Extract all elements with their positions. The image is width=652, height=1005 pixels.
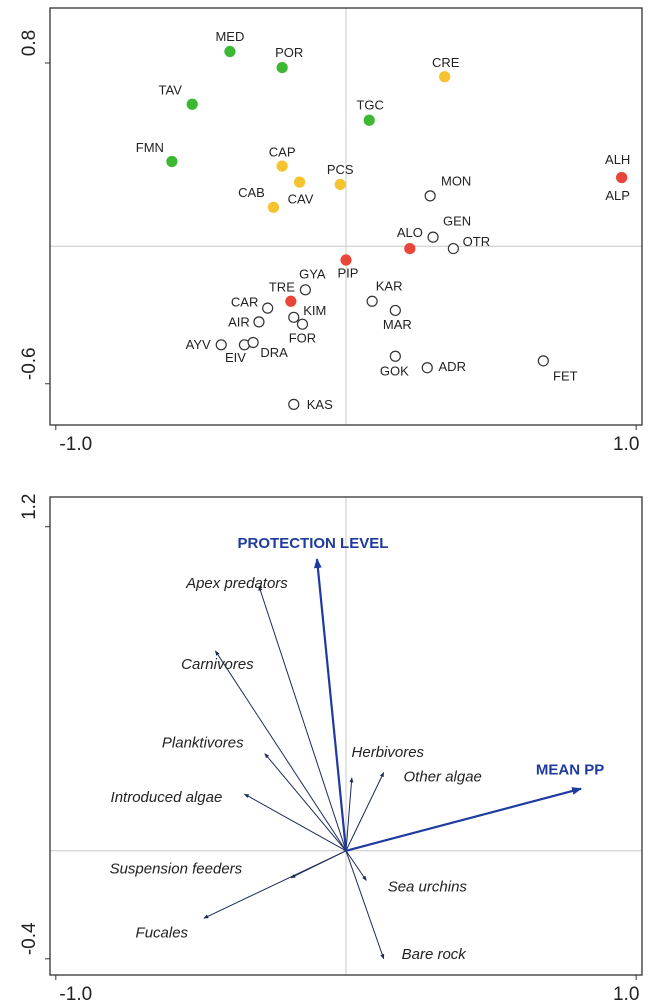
x-tick-label: 1.0 xyxy=(613,434,639,455)
site-label: FMN xyxy=(136,140,164,155)
site-point xyxy=(288,311,300,323)
site-label: CAV xyxy=(288,192,314,207)
site-label: KIM xyxy=(303,303,326,318)
y-tick-label: 1.2 xyxy=(19,493,40,519)
site-point xyxy=(439,71,451,83)
site-point xyxy=(363,114,375,126)
species-arrow xyxy=(258,585,347,851)
site-point xyxy=(285,295,297,307)
species-label: Apex predators xyxy=(185,575,288,592)
site-point xyxy=(296,318,309,330)
env-label: MEAN PP xyxy=(536,762,604,779)
site-point xyxy=(288,398,300,410)
site-label: ALO xyxy=(397,225,423,240)
site-label: AIR xyxy=(228,314,250,329)
site-label: FOR xyxy=(289,331,316,346)
site-label: DRA xyxy=(260,345,288,360)
species-label: Sea urchins xyxy=(388,878,468,895)
species-label: Bare rock xyxy=(402,946,468,963)
site-point xyxy=(334,178,346,191)
y-tick-label: 0.8 xyxy=(19,30,40,56)
site-label: KAS xyxy=(307,397,333,412)
site-point xyxy=(427,231,439,243)
site-label: EIV xyxy=(225,350,246,365)
site-label: TGC xyxy=(356,98,383,113)
site-point xyxy=(276,160,288,172)
species-arrow xyxy=(203,850,347,919)
site-point xyxy=(537,355,549,367)
site-point xyxy=(421,362,433,374)
site-label: MAR xyxy=(383,317,412,332)
site-label: FET xyxy=(553,368,578,383)
species-arrow xyxy=(345,777,354,851)
site-point xyxy=(186,98,198,110)
site-point xyxy=(262,302,274,314)
x-tick-label: -1.0 xyxy=(59,434,92,455)
site-point xyxy=(253,316,265,328)
site-label: KAR xyxy=(376,279,403,294)
species-arrow xyxy=(345,772,385,851)
species-label: Suspension feeders xyxy=(110,861,243,878)
species-label: Fucales xyxy=(136,924,189,941)
site-label: MED xyxy=(215,29,244,44)
species-label: Other algae xyxy=(404,768,482,785)
site-label: OTR xyxy=(463,234,490,249)
env-label: PROTECTION LEVEL xyxy=(238,535,389,552)
env-arrow xyxy=(345,787,583,852)
site-point xyxy=(166,155,178,168)
site-label: GOK xyxy=(380,364,409,379)
y-tick-label: -0.4 xyxy=(19,922,40,955)
plot-frame xyxy=(49,7,643,426)
species-label: Carnivores xyxy=(181,656,254,673)
site-label: ALH xyxy=(605,152,630,167)
site-point xyxy=(215,339,227,351)
x-tick-label: -1.0 xyxy=(59,984,92,1005)
env-arrow xyxy=(313,558,348,851)
site-point xyxy=(424,190,436,202)
species-label: Planktivores xyxy=(162,735,244,752)
species-arrow xyxy=(345,850,385,960)
site-label: PCS xyxy=(327,162,354,177)
site-label: CAR xyxy=(231,295,258,310)
site-point xyxy=(404,242,416,255)
site-point xyxy=(616,171,628,184)
species-label: Introduced algae xyxy=(111,789,223,806)
plot-frame xyxy=(49,496,643,976)
site-point xyxy=(389,350,401,362)
site-label: CAB xyxy=(238,185,265,200)
site-point xyxy=(366,295,378,307)
site-point xyxy=(267,201,280,213)
site-label: TAV xyxy=(159,83,183,98)
site-label: ADR xyxy=(439,359,466,374)
species-arrow xyxy=(243,793,347,852)
x-tick-label: 1.0 xyxy=(613,984,639,1005)
site-point xyxy=(247,336,259,349)
species-arrow xyxy=(264,753,347,852)
site-point xyxy=(447,242,459,255)
site-label: PIP xyxy=(338,265,359,280)
site-point xyxy=(224,45,236,58)
site-label: GYA xyxy=(299,266,326,281)
site-point xyxy=(299,284,311,296)
species-arrow xyxy=(214,650,347,852)
site-point xyxy=(276,61,288,74)
site-point xyxy=(340,254,352,266)
site-label: GEN xyxy=(443,214,471,229)
y-tick-label: -0.6 xyxy=(19,347,40,380)
site-label: CAP xyxy=(269,145,296,160)
species-arrow xyxy=(345,850,367,881)
site-label: ALP xyxy=(605,188,630,203)
site-label: AYV xyxy=(186,337,211,352)
site-label: MON xyxy=(441,173,471,188)
site-label: TRE xyxy=(269,280,295,295)
site-point xyxy=(389,304,401,317)
site-label: POR xyxy=(275,45,303,60)
species-label: Herbivores xyxy=(352,744,425,761)
site-point xyxy=(293,176,306,188)
site-label: CRE xyxy=(432,55,460,70)
